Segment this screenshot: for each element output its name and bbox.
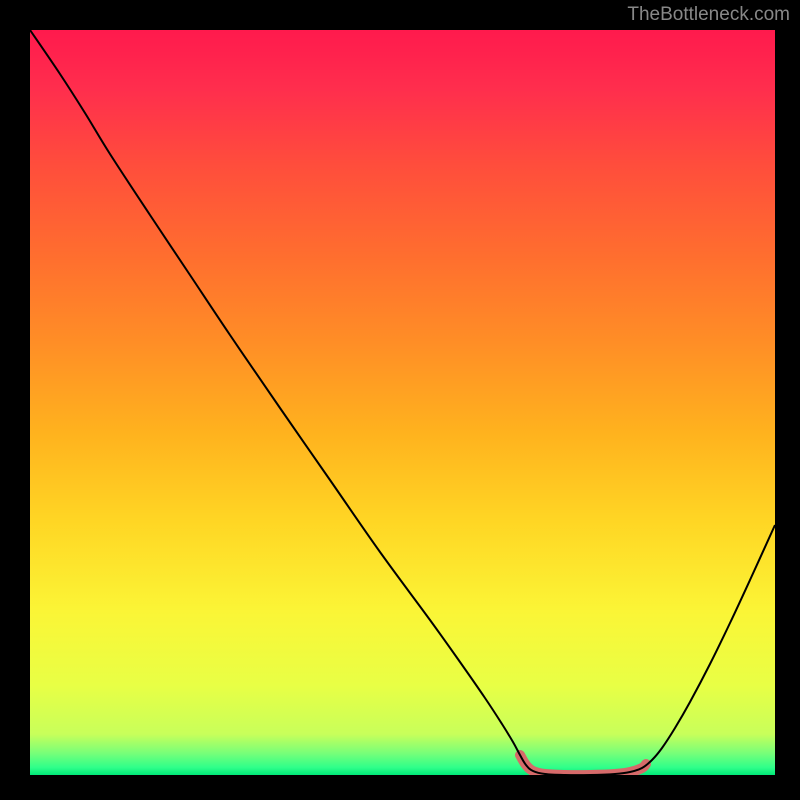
attribution-text: TheBottleneck.com (627, 4, 790, 26)
gradient-background (30, 30, 775, 775)
bottleneck-chart (30, 30, 775, 775)
chart-container (30, 30, 775, 775)
